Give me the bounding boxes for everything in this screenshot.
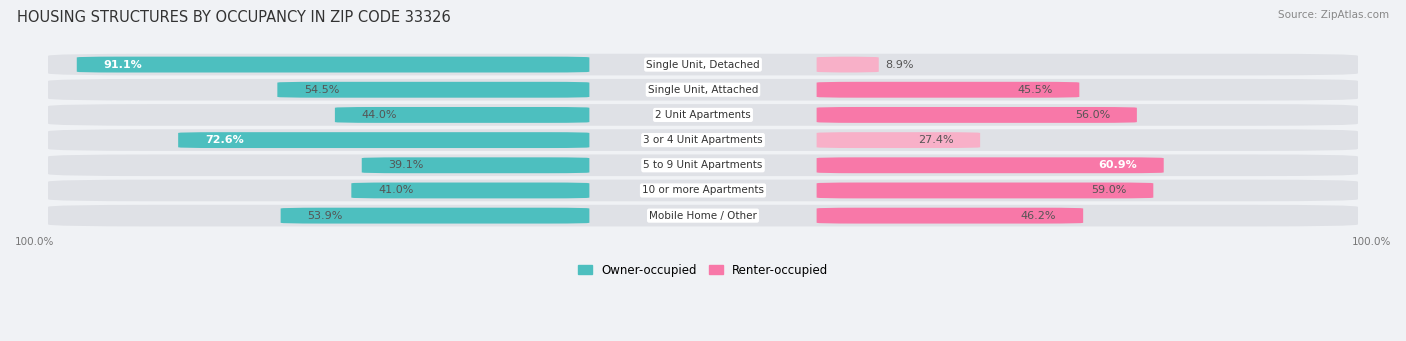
FancyBboxPatch shape	[277, 82, 589, 98]
Text: 27.4%: 27.4%	[918, 135, 953, 145]
FancyBboxPatch shape	[817, 157, 1164, 173]
Legend: Owner-occupied, Renter-occupied: Owner-occupied, Renter-occupied	[572, 259, 834, 281]
FancyBboxPatch shape	[48, 205, 1358, 226]
FancyBboxPatch shape	[817, 82, 1080, 98]
FancyBboxPatch shape	[352, 182, 589, 198]
FancyBboxPatch shape	[817, 132, 980, 148]
FancyBboxPatch shape	[48, 79, 1358, 101]
FancyBboxPatch shape	[817, 208, 1083, 224]
FancyBboxPatch shape	[817, 182, 1153, 198]
Text: Source: ZipAtlas.com: Source: ZipAtlas.com	[1278, 10, 1389, 20]
Text: 56.0%: 56.0%	[1074, 110, 1111, 120]
Text: 3 or 4 Unit Apartments: 3 or 4 Unit Apartments	[643, 135, 763, 145]
FancyBboxPatch shape	[48, 154, 1358, 176]
FancyBboxPatch shape	[817, 57, 879, 73]
Text: 91.1%: 91.1%	[104, 60, 142, 70]
FancyBboxPatch shape	[48, 54, 1358, 75]
Text: Single Unit, Detached: Single Unit, Detached	[647, 60, 759, 70]
Text: 54.5%: 54.5%	[304, 85, 339, 95]
FancyBboxPatch shape	[48, 180, 1358, 201]
Text: 45.5%: 45.5%	[1017, 85, 1053, 95]
FancyBboxPatch shape	[77, 57, 589, 73]
Text: 41.0%: 41.0%	[378, 186, 413, 195]
FancyBboxPatch shape	[817, 107, 1137, 123]
Text: 72.6%: 72.6%	[205, 135, 243, 145]
Text: 46.2%: 46.2%	[1021, 211, 1056, 221]
Text: 39.1%: 39.1%	[388, 160, 423, 170]
Text: Mobile Home / Other: Mobile Home / Other	[650, 211, 756, 221]
FancyBboxPatch shape	[335, 107, 589, 123]
FancyBboxPatch shape	[48, 129, 1358, 151]
Text: 10 or more Apartments: 10 or more Apartments	[643, 186, 763, 195]
FancyBboxPatch shape	[179, 132, 589, 148]
Text: 53.9%: 53.9%	[308, 211, 343, 221]
Text: 60.9%: 60.9%	[1098, 160, 1137, 170]
Text: 2 Unit Apartments: 2 Unit Apartments	[655, 110, 751, 120]
FancyBboxPatch shape	[48, 104, 1358, 126]
Text: HOUSING STRUCTURES BY OCCUPANCY IN ZIP CODE 33326: HOUSING STRUCTURES BY OCCUPANCY IN ZIP C…	[17, 10, 450, 25]
FancyBboxPatch shape	[361, 157, 589, 173]
Text: 8.9%: 8.9%	[886, 60, 914, 70]
Text: 59.0%: 59.0%	[1091, 186, 1126, 195]
FancyBboxPatch shape	[281, 208, 589, 224]
Text: 44.0%: 44.0%	[361, 110, 396, 120]
Text: 5 to 9 Unit Apartments: 5 to 9 Unit Apartments	[644, 160, 762, 170]
Text: Single Unit, Attached: Single Unit, Attached	[648, 85, 758, 95]
